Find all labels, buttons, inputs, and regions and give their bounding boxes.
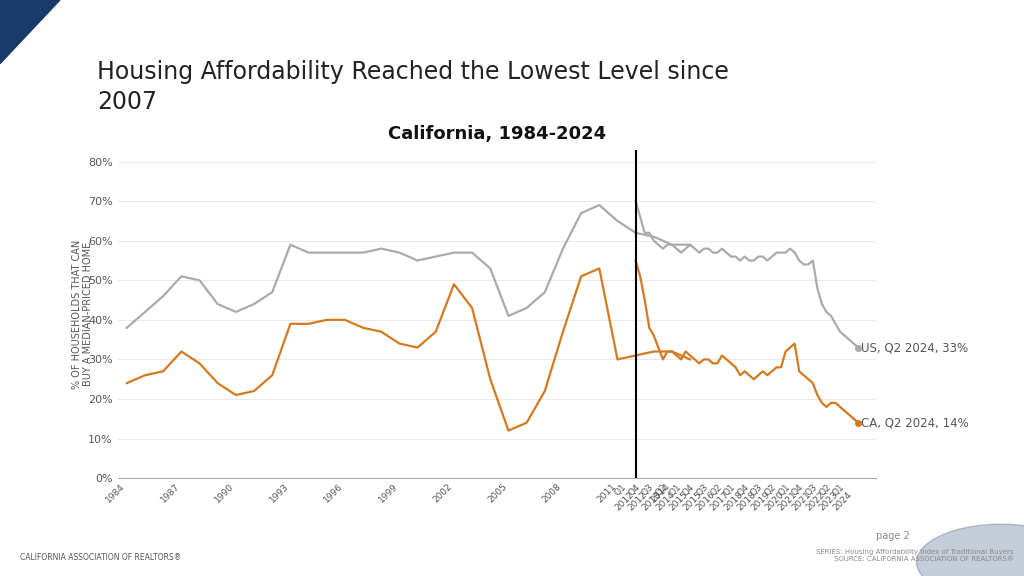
Y-axis label: % OF HOUSEHOLDS THAT CAN
BUY A MEDIAN-PRICED HOME: % OF HOUSEHOLDS THAT CAN BUY A MEDIAN-PR… [72, 239, 93, 389]
Text: Housing Affordability Reached the Lowest Level since
2007: Housing Affordability Reached the Lowest… [97, 60, 729, 114]
Text: SERIES: Housing Affordability Index of Traditional Buyers
SOURCE: CALIFORNIA ASS: SERIES: Housing Affordability Index of T… [816, 548, 1014, 562]
Polygon shape [0, 0, 59, 64]
Circle shape [916, 524, 1024, 576]
Text: CA, Q2 2024, 14%: CA, Q2 2024, 14% [861, 416, 969, 429]
Text: US, Q2 2024, 33%: US, Q2 2024, 33% [861, 341, 968, 354]
Title: California, 1984-2024: California, 1984-2024 [387, 124, 606, 143]
Text: CALIFORNIA ASSOCIATION OF REALTORS®: CALIFORNIA ASSOCIATION OF REALTORS® [20, 552, 181, 562]
Text: page 2: page 2 [876, 530, 909, 540]
